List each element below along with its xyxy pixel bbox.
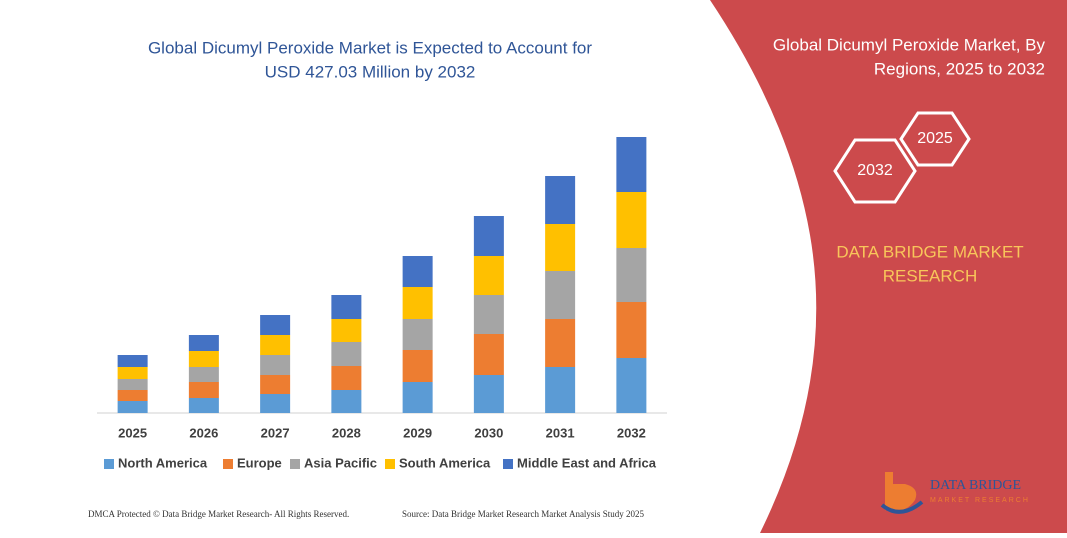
bar-segment: [188, 351, 219, 367]
bar-segment: [117, 390, 148, 401]
side-panel: [710, 0, 1067, 533]
bar-segment: [545, 176, 576, 224]
legend-label: Asia Pacific: [304, 455, 377, 470]
bar-segment: [616, 358, 647, 413]
bar-segment: [117, 367, 148, 379]
bar-segment: [473, 295, 504, 334]
legend-swatch: [290, 459, 300, 469]
x-tick-label: 2027: [261, 425, 290, 440]
bar-segment: [260, 394, 291, 413]
bar-segment: [331, 342, 362, 366]
bar-segment: [402, 382, 433, 413]
bar-segment: [402, 287, 433, 319]
bar-segment: [117, 401, 148, 413]
bar-segment: [545, 271, 576, 319]
logo-name: DATA BRIDGE: [930, 478, 1021, 493]
bar-segment: [616, 248, 647, 302]
logo-tagline: MARKET RESEARCH: [930, 497, 1030, 504]
bar-segment: [473, 256, 504, 295]
x-tick-label: 2031: [546, 425, 575, 440]
hexagon-label: 2025: [917, 130, 953, 147]
bar-segment: [473, 216, 504, 256]
chart-title: USD 427.03 Million by 2032: [265, 62, 476, 81]
legend-label: Europe: [237, 455, 282, 470]
x-tick-label: 2032: [617, 425, 646, 440]
bar-segment: [331, 295, 362, 319]
legend-label: South America: [399, 455, 491, 470]
bar-segment: [545, 224, 576, 271]
legend-swatch: [503, 459, 513, 469]
bar-segment: [545, 319, 576, 367]
bar-segment: [331, 366, 362, 390]
bar-segment: [188, 335, 219, 351]
bar-segment: [402, 319, 433, 350]
side-title: Global Dicumyl Peroxide Market, By: [773, 35, 1046, 54]
logo-swoosh: [880, 500, 924, 514]
bar-segment: [402, 350, 433, 382]
x-tick-label: 2029: [403, 425, 432, 440]
footer-right: Source: Data Bridge Market Research Mark…: [402, 509, 644, 519]
x-tick-label: 2026: [189, 425, 218, 440]
bar-segment: [473, 375, 504, 413]
bar-segment: [331, 319, 362, 342]
bar-segment: [117, 379, 148, 390]
side-title: Regions, 2025 to 2032: [874, 59, 1045, 78]
legend-label: Middle East and Africa: [517, 455, 657, 470]
hexagon: [899, 111, 971, 167]
logo: DATA BRIDGE MARKET RESEARCH: [880, 472, 1030, 514]
brand-text: DATA BRIDGE MARKET: [836, 242, 1023, 261]
bar-segment: [331, 390, 362, 413]
hexagon: [833, 138, 917, 204]
hexagon-label: 2032: [857, 162, 893, 179]
bar-segment: [616, 302, 647, 358]
bar-segment: [188, 367, 219, 382]
bar-segment: [260, 315, 291, 335]
legend-swatch: [385, 459, 395, 469]
bar-segment: [402, 256, 433, 287]
legend-swatch: [223, 459, 233, 469]
bar-segment: [117, 355, 148, 367]
bar-segment: [260, 355, 291, 375]
legend-label: North America: [118, 455, 208, 470]
bar-segment: [260, 335, 291, 355]
logo-icon: [885, 472, 917, 512]
brand-text: RESEARCH: [883, 266, 977, 285]
x-tick-label: 2030: [474, 425, 503, 440]
bar-segment: [188, 382, 219, 398]
chart-title: Global Dicumyl Peroxide Market is Expect…: [148, 38, 592, 57]
x-tick-label: 2028: [332, 425, 361, 440]
bar-segment: [473, 334, 504, 375]
bar-segment: [188, 398, 219, 413]
bar-segment: [616, 137, 647, 192]
bar-segment: [260, 375, 291, 394]
footer-left: DMCA Protected © Data Bridge Market Rese…: [88, 509, 349, 519]
bar-segment: [545, 367, 576, 413]
bar-segment: [616, 192, 647, 248]
x-tick-label: 2025: [118, 425, 147, 440]
legend-swatch: [104, 459, 114, 469]
